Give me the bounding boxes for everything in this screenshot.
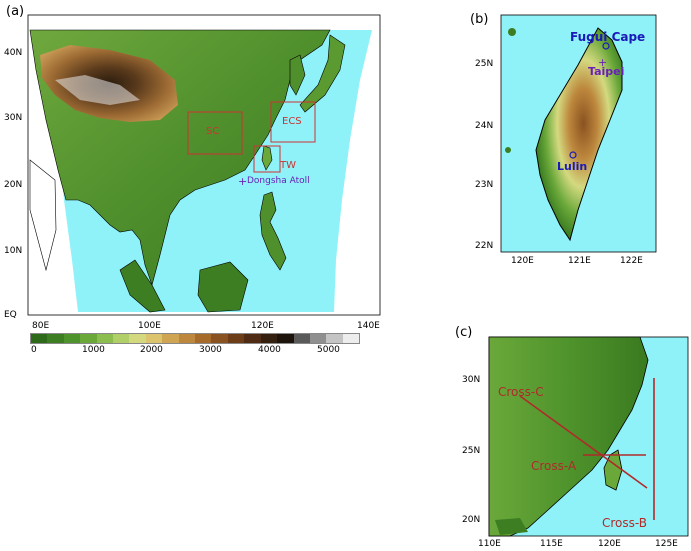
lat-tick-20n: 20N: [4, 180, 23, 190]
colorbar-swatch: [244, 334, 261, 343]
lat-tick-25n-c: 25N: [462, 446, 481, 456]
colorbar-swatch: [293, 334, 310, 343]
colorbar-swatch: [47, 334, 64, 343]
lon-tick-115e: 115E: [540, 539, 563, 549]
dongsha-marker: +: [238, 175, 247, 188]
box-ecs: [270, 101, 316, 143]
lon-tick-110e: 110E: [478, 539, 501, 549]
philippines: [259, 191, 287, 271]
lat-tick-25n: 25N: [475, 59, 494, 69]
colorbar-tick-0: 0: [31, 345, 37, 355]
colorbar-tick-4000: 4000: [258, 345, 281, 355]
lat-tick-23n: 23N: [475, 180, 494, 190]
cross-c-label: Cross-C: [498, 385, 544, 399]
taiwan-detail: [535, 27, 623, 242]
korea-peninsula: [289, 54, 306, 96]
taipei-label: Taipei: [588, 65, 625, 78]
colorbar-swatch: [96, 334, 114, 343]
borneo: [197, 261, 249, 313]
cross-c-line: [519, 395, 648, 489]
malay-sumatra: [119, 259, 166, 313]
colorbar-swatch: [342, 334, 360, 343]
lulin-marker: [569, 151, 577, 159]
india-outline: [29, 159, 57, 272]
box-tw-label: TW: [280, 160, 296, 171]
lon-tick-120e: 120E: [251, 321, 274, 331]
lon-tick-121e: 121E: [568, 256, 591, 266]
dongsha-label: Dongsha Atoll: [247, 176, 310, 186]
lat-tick-20n-c: 20N: [462, 515, 481, 525]
lon-tick-122e: 122E: [620, 256, 643, 266]
panel-b-label: (b): [470, 12, 489, 27]
colorbar-tick-1000: 1000: [82, 345, 105, 355]
lon-tick-140e: 140E: [357, 321, 380, 331]
lon-tick-100e: 100E: [138, 321, 161, 331]
colorbar-tick-2000: 2000: [140, 345, 163, 355]
china-coast: [488, 336, 649, 537]
colorbar-swatch: [178, 334, 196, 343]
lulin-label: Lulin: [557, 160, 588, 173]
lat-tick-10n: 10N: [4, 246, 23, 256]
elevation-colorbar: [30, 333, 360, 344]
lon-tick-80e: 80E: [32, 321, 50, 331]
box-sc-label: SC: [206, 126, 220, 137]
taipei-marker: +: [598, 56, 607, 69]
lat-tick-40n: 40N: [4, 48, 23, 58]
islet: [505, 147, 511, 153]
hainan-partial: [495, 518, 528, 535]
fugui-cape-label: Fugui Cape: [570, 30, 646, 44]
lat-tick-30n: 30N: [4, 113, 23, 123]
colorbar-swatch: [260, 334, 278, 343]
lon-tick-120e-c: 120E: [598, 539, 621, 549]
colorbar-swatch: [80, 334, 97, 343]
colorbar-swatch: [227, 334, 245, 343]
colorbar-swatch: [63, 334, 81, 343]
box-ecs-label: ECS: [282, 116, 302, 127]
high-elevation-snow: [55, 75, 140, 105]
lon-tick-120e-b: 120E: [511, 256, 534, 266]
lat-tick-eq: EQ: [4, 310, 17, 320]
lat-tick-22n: 22N: [475, 241, 494, 251]
colorbar-swatch: [309, 334, 327, 343]
box-sc: [187, 111, 243, 155]
lat-tick-30n-c: 30N: [462, 375, 481, 385]
colorbar-tick-5000: 5000: [317, 345, 340, 355]
box-tw: [253, 145, 281, 173]
colorbar-swatch: [277, 334, 294, 343]
colorbar-swatch: [145, 334, 163, 343]
colorbar-tick-3000: 3000: [199, 345, 222, 355]
colorbar-swatch: [31, 334, 48, 343]
lon-tick-125e: 125E: [655, 539, 678, 549]
cross-b-label: Cross-B: [602, 516, 648, 530]
fugui-cape-marker: [602, 42, 610, 50]
colorbar-swatch: [162, 334, 179, 343]
japan-islands: [299, 34, 346, 113]
lat-tick-24n: 24N: [475, 121, 494, 131]
colorbar-swatch: [211, 334, 228, 343]
cross-a-label: Cross-A: [531, 459, 577, 473]
panel-c-label: (c): [455, 325, 473, 340]
colorbar-swatch: [326, 334, 343, 343]
taiwan-island: [261, 145, 273, 171]
panel-a-label: (a): [6, 4, 25, 19]
islet: [508, 28, 516, 36]
colorbar-swatch: [195, 334, 212, 343]
colorbar-swatch: [129, 334, 146, 343]
colorbar-swatch: [113, 334, 130, 343]
